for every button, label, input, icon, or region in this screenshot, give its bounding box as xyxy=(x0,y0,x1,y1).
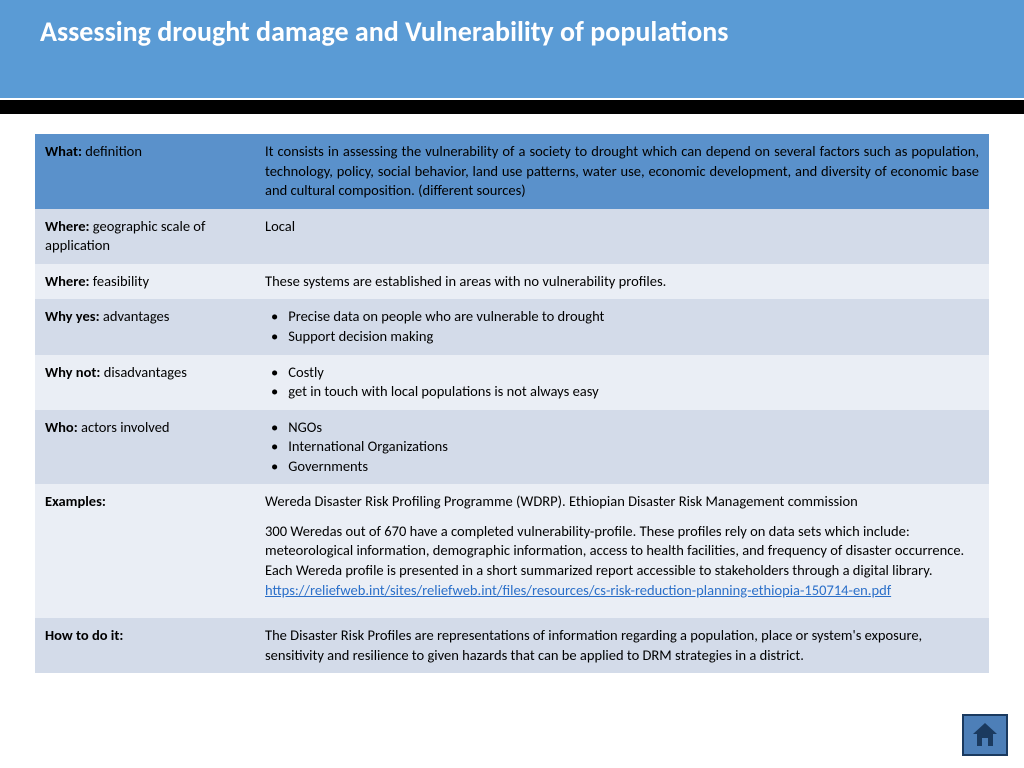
value-what: It consists in assessing the vulnerabili… xyxy=(255,134,989,209)
info-table: What: definition It consists in assessin… xyxy=(35,134,989,673)
value-why-yes: Precise data on people who are vulnerabl… xyxy=(255,299,989,354)
list-item: Support decision making xyxy=(271,327,979,347)
home-button[interactable] xyxy=(962,714,1008,756)
list-item: Costly xyxy=(271,363,979,383)
value-examples: Wereda Disaster Risk Profiling Programme… xyxy=(255,484,989,618)
slide-header: Assessing drought damage and Vulnerabili… xyxy=(0,0,1024,98)
content-area: What: definition It consists in assessin… xyxy=(0,114,1024,673)
row-why-yes: Why yes: advantages Precise data on peop… xyxy=(35,299,989,354)
list-item: get in touch with local populations is n… xyxy=(271,382,979,402)
label-howto: How to do it: xyxy=(35,618,255,673)
label-why-yes: Why yes: advantages xyxy=(35,299,255,354)
row-who: Who: actors involved NGOs International … xyxy=(35,410,989,485)
slide-title: Assessing drought damage and Vulnerabili… xyxy=(40,14,984,49)
list-item: NGOs xyxy=(271,418,979,438)
row-what: What: definition It consists in assessin… xyxy=(35,134,989,209)
row-howto: How to do it: The Disaster Risk Profiles… xyxy=(35,618,989,673)
row-where-scale: Where: geographic scale of application L… xyxy=(35,209,989,264)
examples-line2: 300 Weredas out of 670 have a completed … xyxy=(265,522,979,600)
value-howto: The Disaster Risk Profiles are represent… xyxy=(255,618,989,673)
list-item: International Organizations xyxy=(271,437,979,457)
home-icon xyxy=(970,721,1000,749)
label-where-feas: Where: feasibility xyxy=(35,264,255,300)
label-why-not: Why not: disadvantages xyxy=(35,355,255,410)
header-divider xyxy=(0,100,1024,114)
examples-line1: Wereda Disaster Risk Profiling Programme… xyxy=(265,492,979,512)
list-item: Precise data on people who are vulnerabl… xyxy=(271,307,979,327)
label-examples: Examples: xyxy=(35,484,255,618)
examples-link[interactable]: https://reliefweb.int/sites/reliefweb.in… xyxy=(265,581,891,599)
value-why-not: Costly get in touch with local populatio… xyxy=(255,355,989,410)
value-where-scale: Local xyxy=(255,209,989,264)
row-why-not: Why not: disadvantages Costly get in tou… xyxy=(35,355,989,410)
list-item: Governments xyxy=(271,457,979,477)
label-who: Who: actors involved xyxy=(35,410,255,485)
value-who: NGOs International Organizations Governm… xyxy=(255,410,989,485)
label-what: What: definition xyxy=(35,134,255,209)
value-where-feas: These systems are established in areas w… xyxy=(255,264,989,300)
row-examples: Examples: Wereda Disaster Risk Profiling… xyxy=(35,484,989,618)
row-where-feas: Where: feasibility These systems are est… xyxy=(35,264,989,300)
label-where-scale: Where: geographic scale of application xyxy=(35,209,255,264)
